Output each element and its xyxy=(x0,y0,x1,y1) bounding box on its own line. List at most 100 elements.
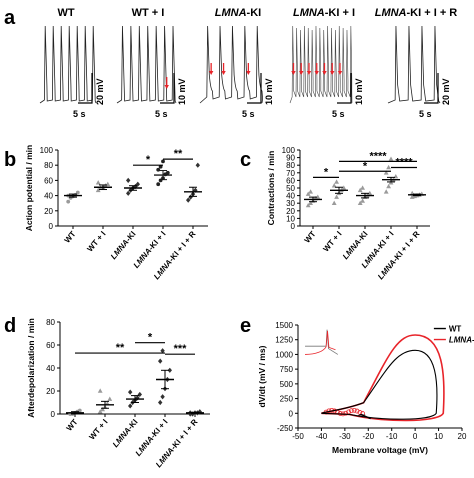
data-point-2-5 xyxy=(357,187,363,193)
time-scale-5: 5 s xyxy=(419,109,432,119)
x-tick-label-0: WT xyxy=(303,229,318,244)
data-point-1-1 xyxy=(100,406,105,412)
trace-arrow-4-3 xyxy=(306,63,312,75)
y-tick-label-2: 40 xyxy=(46,364,55,373)
x-tick-label-1: WT + I xyxy=(321,230,343,254)
voltage-scale-3: 10 mV xyxy=(264,78,274,105)
trace-title-4: LMNA-KI + I xyxy=(293,7,355,19)
scale-bar-4 xyxy=(337,73,352,104)
significance-label-0: *** xyxy=(174,343,188,355)
data-point-0-1 xyxy=(308,200,313,205)
x-tick-label-6: 10 xyxy=(434,432,443,441)
voltage-scale-4: 10 mV xyxy=(354,78,364,105)
data-point-3-0 xyxy=(158,399,163,406)
data-point-2-1 xyxy=(360,198,365,203)
x-tick-label-2: -30 xyxy=(339,432,351,441)
data-point-3-0 xyxy=(383,189,389,194)
data-point-3-4 xyxy=(167,367,172,373)
y-tick-label-5: 1000 xyxy=(275,350,293,359)
scale-bar-5 xyxy=(424,73,439,104)
data-point-3-5 xyxy=(158,358,163,364)
phase-dot-9 xyxy=(349,408,354,414)
data-point-0-4 xyxy=(75,190,80,195)
data-point-3-1 xyxy=(386,183,391,189)
x-tick-label-2: LMNA-KI xyxy=(109,230,138,262)
y-tick-label-0: 0 xyxy=(49,222,54,231)
x-axis-label: Membrane voltage (mV) xyxy=(332,445,428,455)
x-tick-label-0: WT xyxy=(63,229,78,244)
data-point-3-0 xyxy=(156,182,161,187)
x-tick-label-4: -10 xyxy=(386,432,398,441)
data-point-3-7 xyxy=(161,159,165,164)
scale-bar-1 xyxy=(78,73,93,104)
y-tick-label-6: 60 xyxy=(286,176,295,185)
trace-line-5 xyxy=(387,25,441,104)
significance-label-1: * xyxy=(363,160,368,172)
y-tick-label-2: 40 xyxy=(44,192,53,201)
data-point-0-5 xyxy=(305,191,311,196)
significance-label-2: ** xyxy=(116,342,125,354)
y-tick-label-7: 1500 xyxy=(275,321,293,330)
y-tick-label-3: 60 xyxy=(46,341,55,350)
significance-label-0: ** xyxy=(174,148,183,160)
significance-label-0: **** xyxy=(395,156,413,168)
phase-dot-11 xyxy=(354,408,360,414)
x-tick-label-7: 20 xyxy=(458,432,467,441)
data-point-2-0 xyxy=(126,190,131,196)
y-tick-label-6: 1250 xyxy=(275,336,293,345)
data-point-3-6 xyxy=(160,348,165,354)
data-point-1-5 xyxy=(331,183,337,188)
y-tick-label-4: 40 xyxy=(286,192,295,201)
chart-phase-plot: -50 -40 -30 -20 -10 0 10 20 -250 0 250 500 750 1000 12… xyxy=(257,321,474,455)
scale-labels: 5 s 5 s 5 s 5 s 5 s 20 mV 10 mV 10 mV 10… xyxy=(73,78,451,119)
x-tick-label-5: 0 xyxy=(413,432,418,441)
data-point-1-0 xyxy=(95,187,101,193)
legend-label-0: WT xyxy=(449,325,462,334)
data-point-2-0 xyxy=(128,403,133,409)
trace-arrow-3-2 xyxy=(221,63,226,75)
y-axis-label: Afterdepolarization / min xyxy=(26,318,36,418)
phase-dot-7 xyxy=(343,410,349,416)
data-point-1-0 xyxy=(97,409,103,414)
y-tick-label-8: 80 xyxy=(286,161,295,170)
trace-arrow-4-2 xyxy=(299,63,304,75)
data-point-2-5 xyxy=(126,177,131,183)
trace-title-5: LMNA-KI + I + R xyxy=(375,7,458,19)
voltage-scale-1: 20 mV xyxy=(95,78,105,105)
trace-arrow-4-5 xyxy=(322,63,327,75)
data-point-1-0 xyxy=(331,200,337,205)
voltage-scale-5: 20 mV xyxy=(441,78,451,105)
action-potential-traces xyxy=(39,25,441,104)
phase-loop-lmna-ki xyxy=(321,334,445,422)
y-tick-label-4: 80 xyxy=(44,161,53,170)
trace-arrow-4-1 xyxy=(291,63,296,75)
y-axis-label: Contractions / min xyxy=(266,151,276,226)
y-tick-label-10: 100 xyxy=(282,146,296,155)
scale-bar-2 xyxy=(160,73,175,104)
phase-arrow xyxy=(357,413,371,420)
phase-dot-10 xyxy=(351,407,357,413)
trace-title-1: WT xyxy=(57,7,74,19)
data-point-3-7 xyxy=(388,156,394,161)
significance-label-2: * xyxy=(324,166,329,178)
data-point-3-5 xyxy=(156,167,161,172)
x-tick-label-1: -40 xyxy=(316,432,328,441)
panel-letter-e: e xyxy=(240,315,251,337)
y-tick-label-4: 80 xyxy=(46,318,55,327)
data-point-0-4 xyxy=(315,194,321,199)
significance-label-1: * xyxy=(148,332,153,344)
data-point-4-1 xyxy=(188,194,193,200)
data-point-2-6 xyxy=(360,185,365,190)
y-tick-label-5: 50 xyxy=(286,184,295,193)
y-tick-label-0: -250 xyxy=(277,424,294,433)
scale-bars xyxy=(78,73,439,104)
y-tick-label-4: 750 xyxy=(280,365,294,374)
x-tick-label-3: -20 xyxy=(363,432,375,441)
panel-letter-b: b xyxy=(4,149,16,171)
phase-loop-wt xyxy=(321,349,438,420)
panel-letter-c: c xyxy=(240,149,251,171)
x-tick-label-1: WT + I xyxy=(85,230,107,254)
data-point-1-4 xyxy=(107,396,113,401)
data-point-0-6 xyxy=(308,189,313,194)
